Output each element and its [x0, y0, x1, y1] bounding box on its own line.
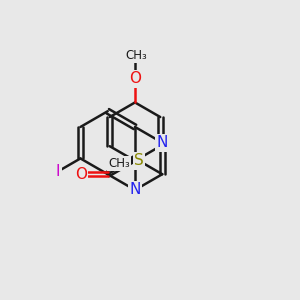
Text: N: N	[129, 182, 141, 197]
Text: CH₃: CH₃	[108, 157, 130, 170]
Text: S: S	[134, 153, 144, 168]
Text: O: O	[129, 71, 141, 86]
Text: N: N	[157, 135, 168, 150]
Text: CH₃: CH₃	[126, 49, 147, 62]
Text: O: O	[75, 167, 87, 182]
Text: I: I	[56, 164, 61, 179]
